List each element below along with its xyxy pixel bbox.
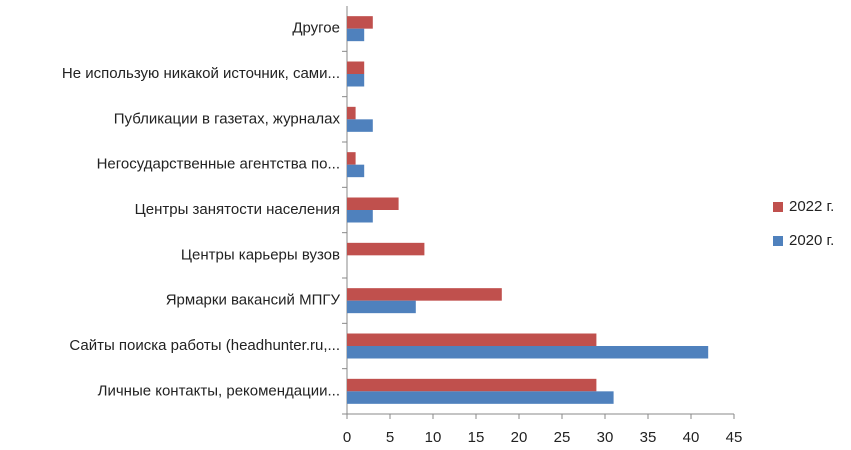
x-tick-label: 25 [554,429,571,446]
bar [347,119,373,132]
x-tick-label: 15 [468,429,485,446]
x-tick-label: 0 [343,429,351,446]
x-tick-label: 20 [511,429,528,446]
bar [347,210,373,223]
x-tick-label: 45 [726,429,743,446]
y-tick-label: Другое [292,20,340,37]
x-tick-label: 5 [386,429,394,446]
y-tick-label: Публикации в газетах, журналах [114,110,341,127]
bar [347,288,502,301]
bar [347,16,373,29]
bar [347,28,365,42]
legend-swatch [773,202,783,212]
bar [347,391,614,404]
bar [347,61,365,74]
legend-label: 2020 г. [789,232,834,249]
bar [347,378,597,392]
legend-swatch [773,236,783,246]
y-tick-label: Личные контакты, рекомендации... [98,382,340,399]
y-tick-label: Центры карьеры вузов [181,246,340,263]
y-tick-label: Ярмарки вакансий МПГУ [166,292,341,309]
legend-label: 2022 г. [789,198,834,215]
bar [347,164,365,178]
y-tick-label: Центры занятости населения [135,201,340,218]
bar [347,300,416,314]
bar [347,152,356,165]
x-tick-label: 35 [640,429,657,446]
y-tick-label: Не использую никакой источник, сами... [62,65,340,82]
bar [347,74,365,87]
y-tick-label: Сайты поиска работы (headhunter.ru,... [69,337,340,354]
bar [347,106,356,120]
x-tick-label: 10 [425,429,442,446]
x-tick-label: 30 [597,429,614,446]
bar [347,242,425,256]
x-tick-label: 40 [683,429,700,446]
bar [347,346,709,359]
bar [347,333,597,346]
bar [347,197,399,210]
y-tick-label: Негосударственные агентства по... [97,156,340,173]
